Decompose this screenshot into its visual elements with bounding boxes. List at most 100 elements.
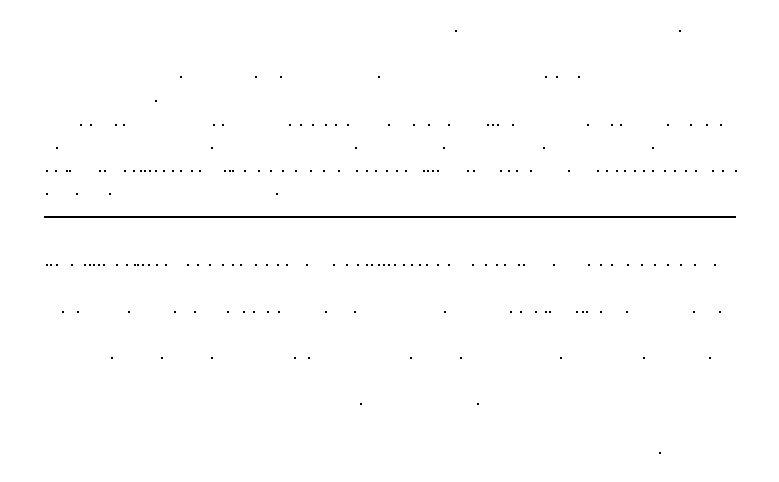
speckle-dot — [664, 170, 666, 172]
speckle-dot — [695, 170, 697, 172]
speckle-dot — [306, 264, 308, 266]
speckle-dot — [357, 264, 359, 266]
speckle-dot — [191, 170, 193, 172]
speckle-dot — [427, 170, 429, 172]
speckle-dot — [266, 264, 268, 266]
speckle-dot — [115, 124, 117, 126]
speckle-dot — [587, 124, 589, 126]
speckle-dot — [77, 311, 79, 313]
speckle-dot — [211, 357, 213, 359]
speckle-dot — [735, 170, 737, 172]
speckle-dot — [620, 124, 622, 126]
speckle-dot — [89, 264, 91, 266]
speckle-dot — [137, 264, 139, 266]
speckle-dot — [719, 311, 721, 313]
speckle-dot — [712, 170, 714, 172]
speckle-dot — [386, 170, 388, 172]
speckle-dot — [706, 124, 708, 126]
speckle-dot — [543, 147, 545, 149]
speckle-dot — [611, 264, 613, 266]
speckle-dot — [627, 264, 629, 266]
speckle-dot — [371, 264, 373, 266]
speckle-dot — [405, 170, 407, 172]
speckle-dot — [325, 311, 327, 313]
speckle-dot — [156, 264, 158, 266]
speckle-dot — [510, 311, 512, 313]
speckle-dot — [286, 264, 288, 266]
speckle-dot — [582, 311, 584, 313]
speckle-dot — [355, 147, 357, 149]
speckle-dot — [576, 311, 578, 313]
speckle-dot — [600, 311, 602, 313]
speckle-dot — [99, 170, 101, 172]
speckle-dot — [310, 170, 312, 172]
speckle-dot — [232, 170, 234, 172]
speckle-dot — [258, 170, 260, 172]
speckle-dot — [597, 170, 599, 172]
speckle-dot — [124, 170, 126, 172]
speckle-dot — [278, 311, 280, 313]
speckle-dot — [244, 170, 246, 172]
speckle-dot — [280, 76, 282, 78]
speckle-dot — [693, 311, 695, 313]
speckle-dot — [294, 357, 296, 359]
speckle-dot — [477, 403, 479, 405]
speckle-dot — [62, 311, 64, 313]
speckle-dot — [600, 264, 602, 266]
speckle-dot — [222, 124, 224, 126]
speckle-dot — [149, 170, 151, 172]
speckle-dot — [396, 170, 398, 172]
speckle-dot — [277, 264, 279, 266]
speckle-dot — [722, 170, 724, 172]
speckle-dot — [93, 264, 95, 266]
speckle-dot — [155, 100, 157, 102]
speckle-dot — [523, 264, 525, 266]
speckle-dot — [378, 264, 380, 266]
speckle-dot — [512, 124, 514, 126]
speckle-dot — [472, 264, 474, 266]
speckle-dot — [448, 264, 450, 266]
speckle-dot — [199, 170, 201, 172]
speckle-dot — [180, 170, 182, 172]
speckle-dot — [652, 170, 654, 172]
speckle-dot — [213, 124, 215, 126]
speckle-dot — [492, 124, 494, 126]
speckle-dot — [643, 357, 645, 359]
speckle-dot — [227, 311, 229, 313]
speckle-dot — [549, 311, 551, 313]
speckle-dot — [148, 264, 150, 266]
speckle-dot — [624, 170, 626, 172]
speckle-dot — [84, 264, 86, 266]
speckle-dot — [335, 124, 337, 126]
speckle-dot — [413, 124, 415, 126]
speckle-dot — [76, 193, 78, 195]
speckle-dot — [659, 452, 661, 454]
speckle-dot — [211, 147, 213, 149]
speckle-dot — [255, 264, 257, 266]
speckle-dot — [187, 264, 189, 266]
speckle-dot — [354, 311, 356, 313]
speckle-dot — [553, 264, 555, 266]
speckle-dot — [360, 403, 362, 405]
speckle-dot — [680, 264, 682, 266]
speckle-dot — [155, 170, 157, 172]
speckle-dot — [606, 170, 608, 172]
speckle-dot — [508, 170, 510, 172]
speckle-dot — [504, 264, 506, 266]
speckle-dot — [282, 170, 284, 172]
speckle-dot — [80, 124, 82, 126]
speckle-dot — [375, 170, 377, 172]
speckle-dot — [616, 170, 618, 172]
speckle-dot — [423, 170, 425, 172]
speckle-dot — [71, 264, 73, 266]
speckle-dot — [289, 124, 291, 126]
speckle-dot — [46, 170, 48, 172]
speckle-dot — [654, 264, 656, 266]
speckle-dot — [270, 170, 272, 172]
speckle-dot — [545, 76, 547, 78]
speckle-dot — [56, 264, 58, 266]
speckle-dot — [496, 264, 498, 266]
speckle-dot — [243, 311, 245, 313]
speckle-dot — [255, 76, 257, 78]
